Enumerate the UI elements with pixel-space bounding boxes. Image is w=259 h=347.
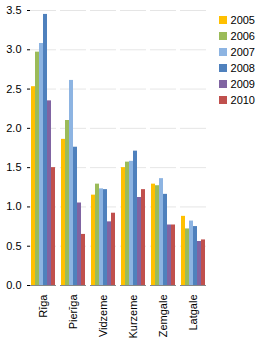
- svg-text:3.0: 3.0: [6, 43, 21, 55]
- svg-text:Pierīga: Pierīga: [67, 294, 79, 330]
- svg-text:3.5: 3.5: [6, 4, 21, 16]
- svg-text:Zemgale: Zemgale: [157, 295, 169, 338]
- html-text:2010: 2010: [230, 94, 255, 106]
- svg-text:Rīga: Rīga: [37, 294, 49, 318]
- svg-text:2.0: 2.0: [6, 122, 21, 134]
- svg-text:Kurzeme: Kurzeme: [127, 295, 139, 339]
- svg-text:Latgale: Latgale: [187, 295, 199, 331]
- html-text:2009: 2009: [230, 78, 255, 90]
- svg-text:Vidzeme: Vidzeme: [97, 295, 109, 338]
- html-text:2007: 2007: [230, 46, 255, 58]
- svg-text:1.5: 1.5: [6, 161, 21, 173]
- html-text:2005: 2005: [230, 14, 255, 26]
- svg-text:0.0: 0.0: [6, 279, 21, 291]
- html-text:2006: 2006: [230, 30, 255, 42]
- svg-text:2.5: 2.5: [6, 83, 21, 95]
- svg-text:0.5: 0.5: [6, 240, 21, 252]
- html-text:2008: 2008: [230, 62, 255, 74]
- svg-text:1.0: 1.0: [6, 200, 21, 212]
